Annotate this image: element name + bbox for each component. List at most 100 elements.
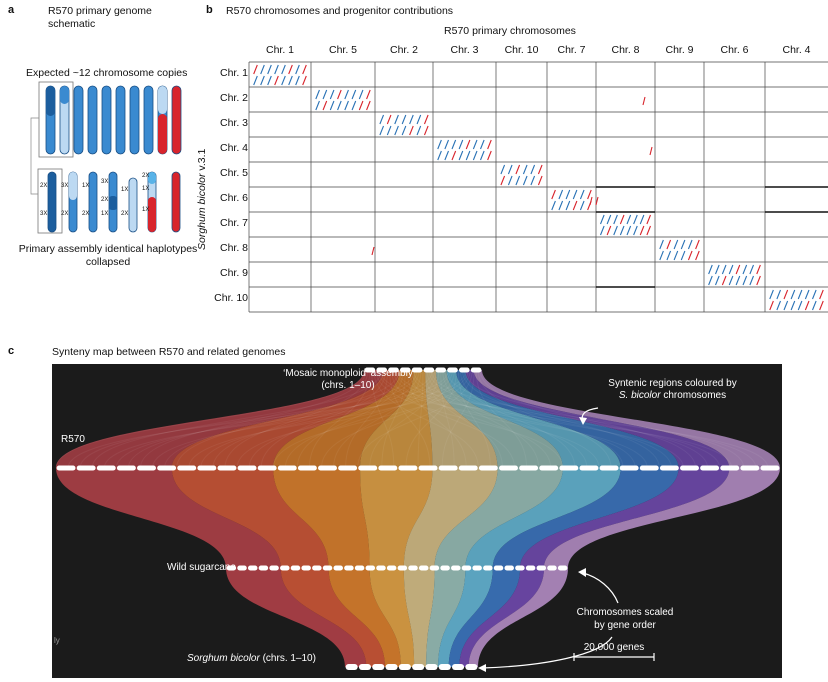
alignment-mark [302,75,307,86]
synteny-ribbon [435,370,563,468]
r570-chromosome [197,465,217,471]
r570-chromosome [157,465,177,471]
r570-chromosome [177,465,197,471]
alignment-mark [735,264,741,275]
alignment-mark [358,89,364,100]
mosaic-chromosome [376,367,387,373]
mosaic-chromosome [411,367,423,373]
alignment-mark [790,300,796,311]
dosage-label: 1X [142,186,150,192]
mosaic-chromosome [459,367,470,373]
synteny-strand [236,369,453,469]
wild-sugarcane-chromosome [237,565,247,571]
synteny-strand [410,369,636,469]
alignment-mark [783,300,789,311]
alignment-mark [558,200,564,211]
synteny-strand [393,369,600,469]
synteny-ribbon [171,468,329,568]
r570-chromosome [599,465,619,471]
arrow-head [579,417,587,425]
alignment-mark [444,139,449,150]
synteny-strand [457,369,491,469]
alignment-mark [589,196,593,206]
synteny-strand [408,369,552,469]
synteny-strand [477,369,612,469]
alignment-mark [465,139,471,150]
synteny-strand [475,369,528,469]
synteny-strand [441,369,475,469]
alignment-mark [619,225,625,236]
wild-sugarcane-chromosome [312,565,322,571]
wild-arrow [582,572,619,604]
synteny-strand [459,369,576,469]
sorghum-label: Sorghum bicolor (chrs. 1–10) [187,653,316,664]
synteny-strand [103,369,467,469]
alignment-mark [600,214,605,225]
wild-sugarcane-chromosome [258,565,269,571]
dosage-label: 2X [142,173,150,179]
scaled-label: Chromosomes scaled by gene order [576,607,674,631]
alignment-mark [401,114,407,125]
collapsed-chromosome [88,171,98,233]
alignment-mark [458,139,464,150]
side-mark: ly [54,636,60,645]
r570-chromosome [56,465,76,471]
synteny-strand [176,369,385,469]
r570-chromosome [116,465,136,471]
panel-b-label: b [206,4,213,16]
row-label: Chr. 2 [219,92,248,104]
alignment-mark [366,100,371,111]
alignment-mark [715,264,720,275]
syntenic-regions-label: Syntenic regions coloured by S. bicolor c… [608,378,737,401]
row-label: Chr. 6 [219,192,248,204]
synteny-strand [67,369,450,469]
alignment-mark [790,289,796,300]
sorghum-chromosome [465,664,478,670]
row-label: Chr. 3 [219,117,248,129]
mosaic-chromosome [423,367,435,373]
chromosome-copy [171,85,182,155]
alignment-mark [642,96,646,106]
alignment-mark [458,150,464,161]
synteny-strand [260,369,387,469]
alignment-mark [288,64,293,75]
synteny-ribbon [473,370,780,468]
dosage-label: 3X [40,211,48,217]
r570-chromosome [478,465,498,471]
alignment-mark [394,125,399,136]
alignment-mark [480,150,485,161]
alignment-mark [659,239,664,250]
sorghum-chromosome [412,664,425,670]
alignment-mark [253,64,258,75]
alignment-mark [444,150,449,161]
panel-a-label: a [8,4,15,16]
wild-sugarcane-chromosome [547,565,557,571]
alignment-mark [423,125,429,136]
selection-box [38,81,74,158]
alignment-mark [281,75,286,86]
alignment-mark [260,75,265,86]
column-label: Chr. 6 [720,44,749,56]
alignment-mark [522,175,528,186]
alignment-mark [695,250,700,261]
wild-sugarcane-chromosome [536,565,547,571]
synteny-ribbon [465,468,621,568]
wild-sugarcane-chromosome [301,565,311,571]
synteny-strand [391,369,516,469]
alignment-mark [600,225,605,236]
alignment-mark [267,64,272,75]
alignment-mark [673,239,679,250]
synteny-strand [430,369,757,469]
alignment-mark [812,300,817,311]
r570-chromosome [579,465,599,471]
synteny-ribbon [492,468,679,568]
alignment-mark [626,214,632,225]
alignment-mark [295,64,300,75]
alignment-mark [522,164,528,175]
alignment-mark [565,189,571,200]
synteny-ribbon [438,568,493,667]
alignment-mark [537,164,543,175]
wild-sugarcane-chromosome [461,565,472,571]
dot-plot-grid [248,61,828,313]
alignment-mark [530,164,536,175]
